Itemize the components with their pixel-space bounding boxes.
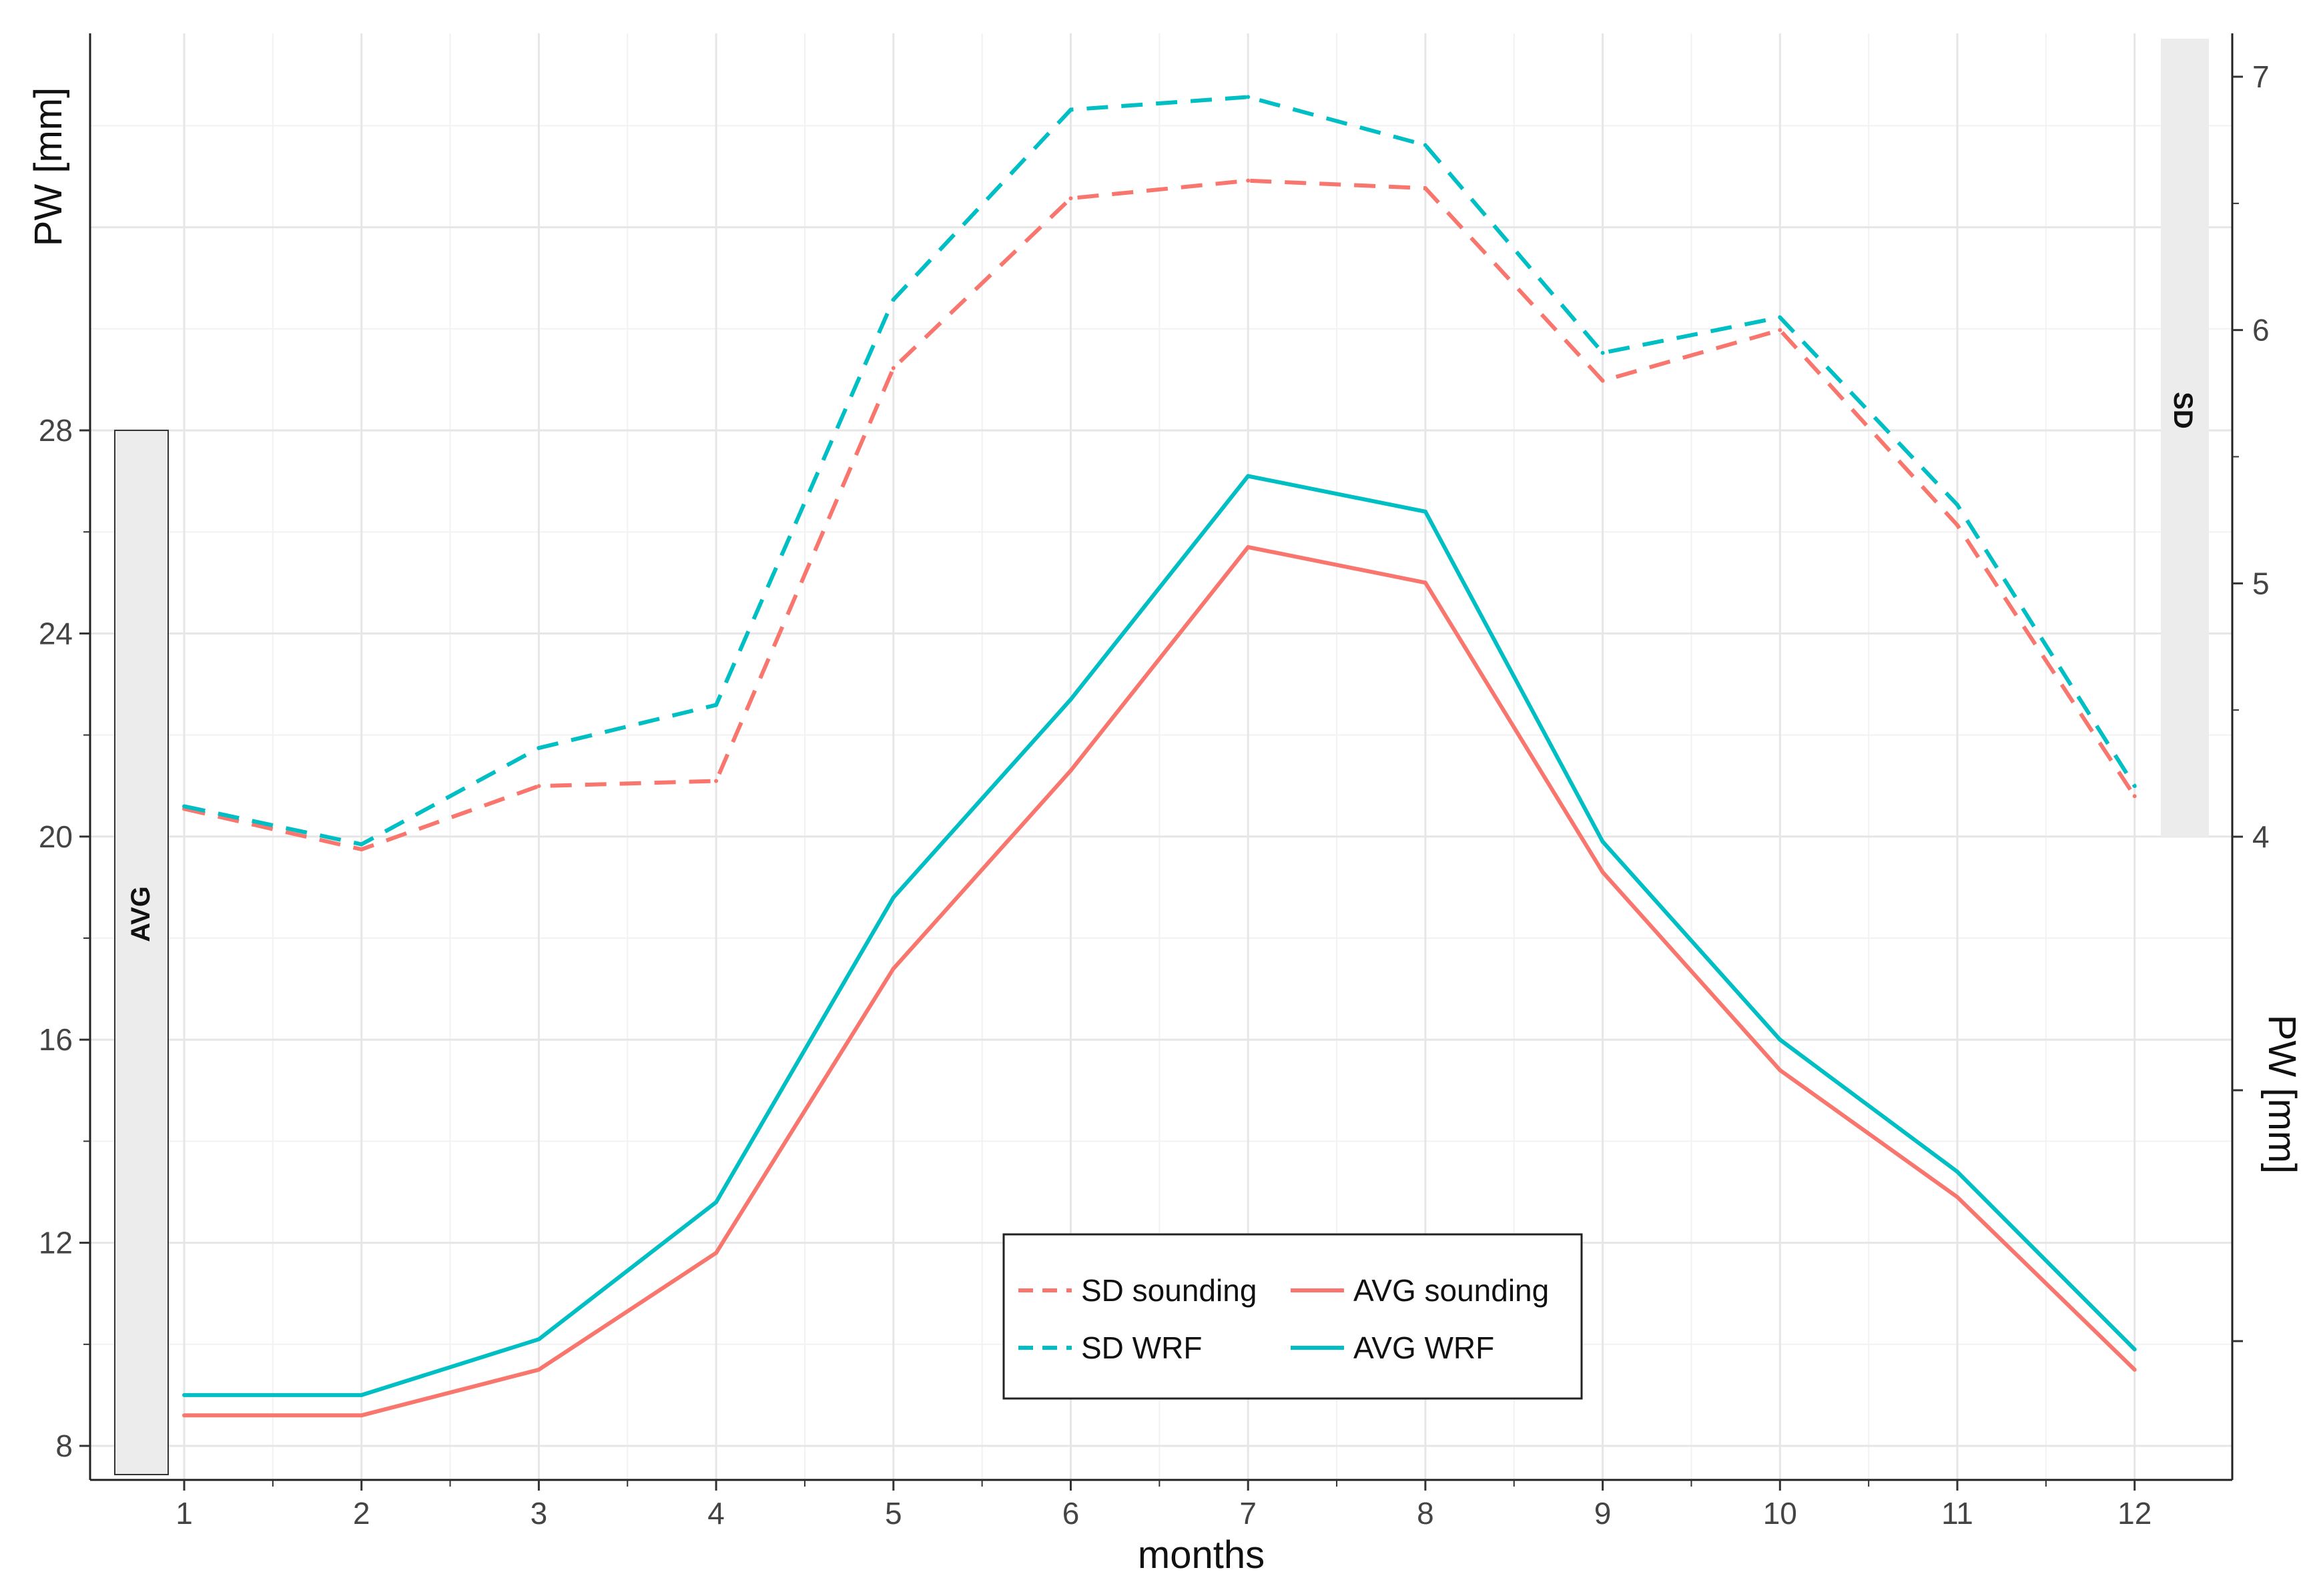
series-point-sd-sounding (891, 366, 896, 370)
x-tick-label: 9 (1594, 1496, 1612, 1531)
series-point-sd-wrf (2132, 784, 2137, 789)
legend-label-sd-wrf: SD WRF (1081, 1330, 1202, 1365)
legend-label-sd-sounding: SD sounding (1081, 1273, 1257, 1308)
panel-border (89, 33, 2234, 1481)
y-left-tick-label: 20 (39, 819, 73, 854)
series-point-avg-sounding (537, 1367, 541, 1372)
series-point-avg-sounding (1068, 768, 1073, 773)
series-line-sd-sounding (184, 178, 2137, 851)
legend-label-avg-sounding: AVG sounding (1353, 1273, 1549, 1308)
y-left-tick-label: 8 (55, 1429, 73, 1463)
series-point-avg-wrf (891, 895, 896, 900)
series-point-avg-wrf (1068, 697, 1073, 702)
series-point-avg-wrf (714, 1200, 719, 1204)
strip-avg (114, 430, 169, 1475)
series-point-avg-sounding (359, 1413, 364, 1418)
series-point-avg-wrf (2132, 1347, 2137, 1352)
series-point-sd-wrf (1423, 143, 1427, 147)
series-point-sd-sounding (537, 784, 541, 789)
series-point-sd-sounding (1068, 196, 1073, 201)
x-tick-label: 10 (1763, 1496, 1797, 1531)
series-point-avg-sounding (1600, 870, 1605, 875)
series-point-avg-sounding (1423, 580, 1427, 585)
x-tick-label: 2 (353, 1496, 370, 1531)
series-point-sd-wrf (891, 298, 896, 302)
series-point-sd-sounding (714, 779, 719, 783)
series-point-sd-wrf (1246, 95, 1251, 99)
series-point-avg-wrf (182, 1392, 186, 1397)
y-left-tick-label: 16 (39, 1022, 73, 1057)
series-point-sd-wrf (1068, 107, 1073, 112)
legend-label-avg-wrf: AVG WRF (1353, 1330, 1494, 1365)
series-point-avg-sounding (1955, 1195, 1959, 1200)
legend-box (1002, 1233, 1583, 1400)
x-tick-label: 4 (707, 1496, 725, 1531)
series-point-sd-wrf (1955, 502, 1959, 507)
x-axis: 1 2 3 4 5 6 7 8 9 10 11 12 (176, 1480, 2152, 1531)
series-point-avg-wrf (1246, 474, 1251, 478)
series-point-avg-wrf (1423, 509, 1427, 514)
series-point-sd-wrf (1778, 315, 1782, 320)
x-tick-label: 7 (1239, 1496, 1257, 1531)
series-point-sd-sounding (1246, 178, 1251, 183)
series-point-avg-wrf (1778, 1038, 1782, 1042)
x-tick-label: 1 (176, 1496, 193, 1531)
series-point-avg-sounding (1246, 545, 1251, 550)
y-axis-left: 8 12 16 20 24 28 (39, 413, 90, 1463)
strip-sd-label: SD (2168, 392, 2198, 429)
series-point-avg-sounding (1778, 1068, 1782, 1072)
series-point-avg-sounding (891, 966, 896, 971)
series-point-avg-sounding (182, 1413, 186, 1418)
series-point-avg-sounding (2132, 1367, 2137, 1372)
series-line-avg-wrf (184, 474, 2136, 1397)
series-point-sd-sounding (1600, 378, 1605, 383)
x-tick-label: 8 (1417, 1496, 1434, 1531)
series-point-sd-wrf (714, 703, 719, 707)
series-point-avg-wrf (537, 1337, 541, 1342)
y-right-tick-label: 6 (2252, 313, 2270, 348)
y-axis-title-right: PW [mm] (2260, 1015, 2304, 1174)
series-point-sd-sounding (1778, 328, 1782, 332)
y-right-tick-label: 7 (2252, 59, 2270, 94)
series-point-sd-wrf (1600, 350, 1605, 355)
y-right-tick-label: 5 (2252, 566, 2270, 601)
x-tick-label: 3 (531, 1496, 548, 1531)
grid-minor (90, 33, 2232, 1480)
series-point-sd-sounding (359, 847, 364, 851)
x-axis-title: months (1138, 1533, 1265, 1577)
series-point-sd-sounding (1955, 523, 1959, 528)
series-point-sd-sounding (2132, 794, 2137, 799)
legend: SD sounding AVG sounding SD WRF AVG WRF (1002, 1233, 1583, 1400)
x-tick-label: 11 (1941, 1496, 1973, 1531)
y-axis-title-left: PW [mm] (27, 87, 70, 246)
y-left-tick-label: 24 (39, 616, 73, 651)
series-point-avg-wrf (1955, 1170, 1959, 1174)
x-tick-label: 12 (2117, 1496, 2152, 1531)
series-point-sd-wrf (182, 804, 186, 809)
series-point-avg-wrf (359, 1392, 364, 1397)
y-left-tick-label: 28 (39, 413, 73, 448)
strips: AVG SD (114, 39, 2209, 1475)
series-point-sd-wrf (359, 842, 364, 847)
series-point-sd-wrf (537, 746, 541, 751)
series-point-avg-sounding (714, 1250, 719, 1255)
series-line-sd-wrf (184, 95, 2137, 847)
strip-avg-label: AVG (126, 886, 155, 942)
series-line-avg-sounding (184, 545, 2136, 1418)
strip-sd (2161, 39, 2209, 837)
y-left-tick-label: 12 (39, 1226, 73, 1260)
x-tick-label: 5 (885, 1496, 902, 1531)
series-point-sd-sounding (1423, 186, 1427, 191)
y-right-tick-label: 4 (2252, 819, 2270, 854)
y-axis-right: 4 5 6 7 (2232, 59, 2270, 1342)
series-layer (182, 95, 2137, 1418)
x-tick-label: 6 (1062, 1496, 1080, 1531)
series-point-avg-wrf (1600, 839, 1605, 844)
